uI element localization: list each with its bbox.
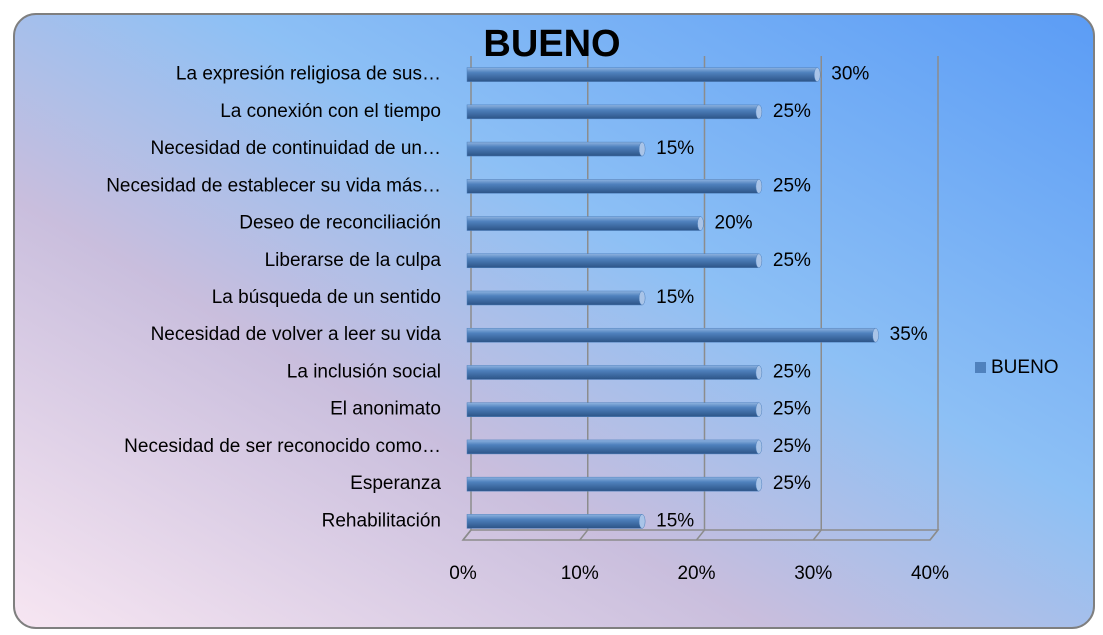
bar-cap <box>755 439 763 455</box>
bar-cap <box>755 179 763 194</box>
legend-label: BUENO <box>991 357 1059 378</box>
grid-line <box>579 56 589 541</box>
data-label: 20% <box>715 213 753 234</box>
bar-cap <box>755 253 763 269</box>
data-label: 25% <box>773 101 811 122</box>
data-label: 35% <box>890 324 928 345</box>
bar-cap <box>872 327 879 343</box>
chart-title: BUENO <box>483 23 620 65</box>
data-label: 25% <box>773 175 811 196</box>
data-label: 25% <box>773 399 811 420</box>
bar <box>466 327 876 343</box>
bar <box>466 216 701 231</box>
bar <box>466 402 760 417</box>
y-tick-label: La expresión religiosa de sus… <box>176 64 441 85</box>
bar <box>466 67 818 82</box>
bar <box>466 104 760 120</box>
bar <box>466 514 643 529</box>
bar <box>466 476 760 492</box>
y-tick-label: Necesidad de establecer su vida más… <box>106 175 441 196</box>
bar <box>466 141 643 157</box>
bar <box>466 253 760 269</box>
y-tick-label: Esperanza <box>350 473 441 494</box>
bar-cap <box>755 365 763 380</box>
bar <box>466 179 760 194</box>
grid-line <box>929 56 939 541</box>
bar-cap <box>814 67 821 82</box>
bar <box>466 365 760 380</box>
x-tick-label: 20% <box>677 563 715 584</box>
x-tick-label: 0% <box>449 563 477 584</box>
data-label: 25% <box>773 473 811 494</box>
y-tick-label: Necesidad de ser reconocido como… <box>124 436 441 457</box>
bar-cap <box>755 476 763 492</box>
bar-cap <box>638 290 646 306</box>
data-label: 15% <box>656 287 694 308</box>
data-label: 30% <box>831 64 869 85</box>
bar <box>466 290 643 306</box>
grid-line <box>695 56 706 541</box>
y-tick-label: Necesidad de volver a leer su vida <box>151 324 442 345</box>
bar-cap <box>697 216 704 231</box>
y-tick-label: La búsqueda de un sentido <box>212 287 441 308</box>
data-label: 25% <box>773 361 811 382</box>
x-tick-label: 10% <box>561 563 599 584</box>
y-tick-label: Deseo de reconciliación <box>239 213 441 234</box>
grid-line <box>462 56 472 541</box>
x-tick-label: 40% <box>911 563 949 584</box>
bar-cap <box>638 141 646 157</box>
data-label: 15% <box>656 138 694 159</box>
bar-cap <box>638 514 646 529</box>
grid-line <box>812 56 822 541</box>
y-tick-label: El anonimato <box>330 399 441 420</box>
bar-cap <box>755 104 763 120</box>
y-tick-label: La conexión con el tiempo <box>220 101 441 122</box>
y-tick-label: Necesidad de continuidad de un… <box>151 138 441 159</box>
y-tick-label: Rehabilitación <box>322 510 441 531</box>
x-tick-label: 30% <box>794 563 832 584</box>
y-tick-label: Liberarse de la culpa <box>265 250 442 271</box>
data-label: 25% <box>773 436 811 457</box>
chart-area <box>13 13 1095 629</box>
legend-swatch <box>975 362 986 373</box>
data-label: 25% <box>773 250 811 271</box>
data-label: 15% <box>656 510 694 531</box>
bar <box>466 439 760 455</box>
bar-cap <box>755 402 763 417</box>
y-tick-label: La inclusión social <box>287 361 441 382</box>
